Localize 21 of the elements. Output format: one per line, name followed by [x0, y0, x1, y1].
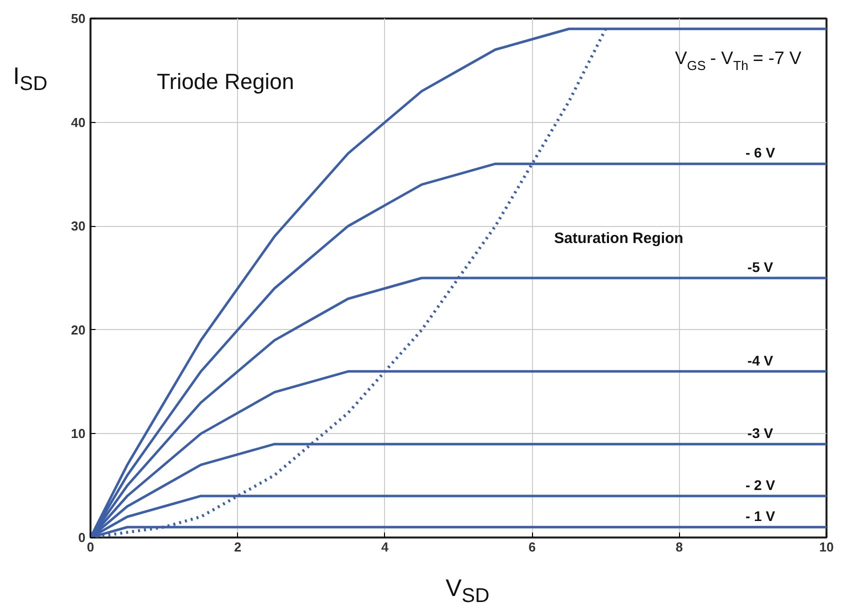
x-tick-label: 10: [819, 540, 834, 554]
x-axis-title: V$_{SD}$: [446, 574, 490, 609]
y-tick-label: 30: [71, 218, 86, 234]
y-tick-label: 10: [71, 426, 86, 442]
annotation: -3 V: [747, 424, 774, 441]
y-axis-title: I$_{SD}$: [13, 62, 48, 97]
annotation: -5 V: [747, 258, 774, 275]
annotation: -4 V: [747, 352, 774, 368]
annotation: - 1 V: [745, 508, 776, 524]
y-tick-label: 40: [71, 114, 86, 130]
x-tick-label: 2: [234, 540, 242, 554]
y-tick-label: 0: [78, 530, 86, 545]
x-tick-label: 6: [528, 540, 536, 554]
y-tick-label: 20: [71, 322, 86, 338]
x-tick-label: 4: [381, 540, 390, 554]
annotation: - 6 V: [745, 144, 776, 161]
annotation: Triode Region: [156, 68, 294, 94]
annotation: Saturation Region: [554, 230, 684, 247]
x-tick-label: 8: [676, 540, 683, 554]
annotation: - 2 V: [745, 476, 776, 493]
y-tick-label: 50: [71, 11, 86, 26]
